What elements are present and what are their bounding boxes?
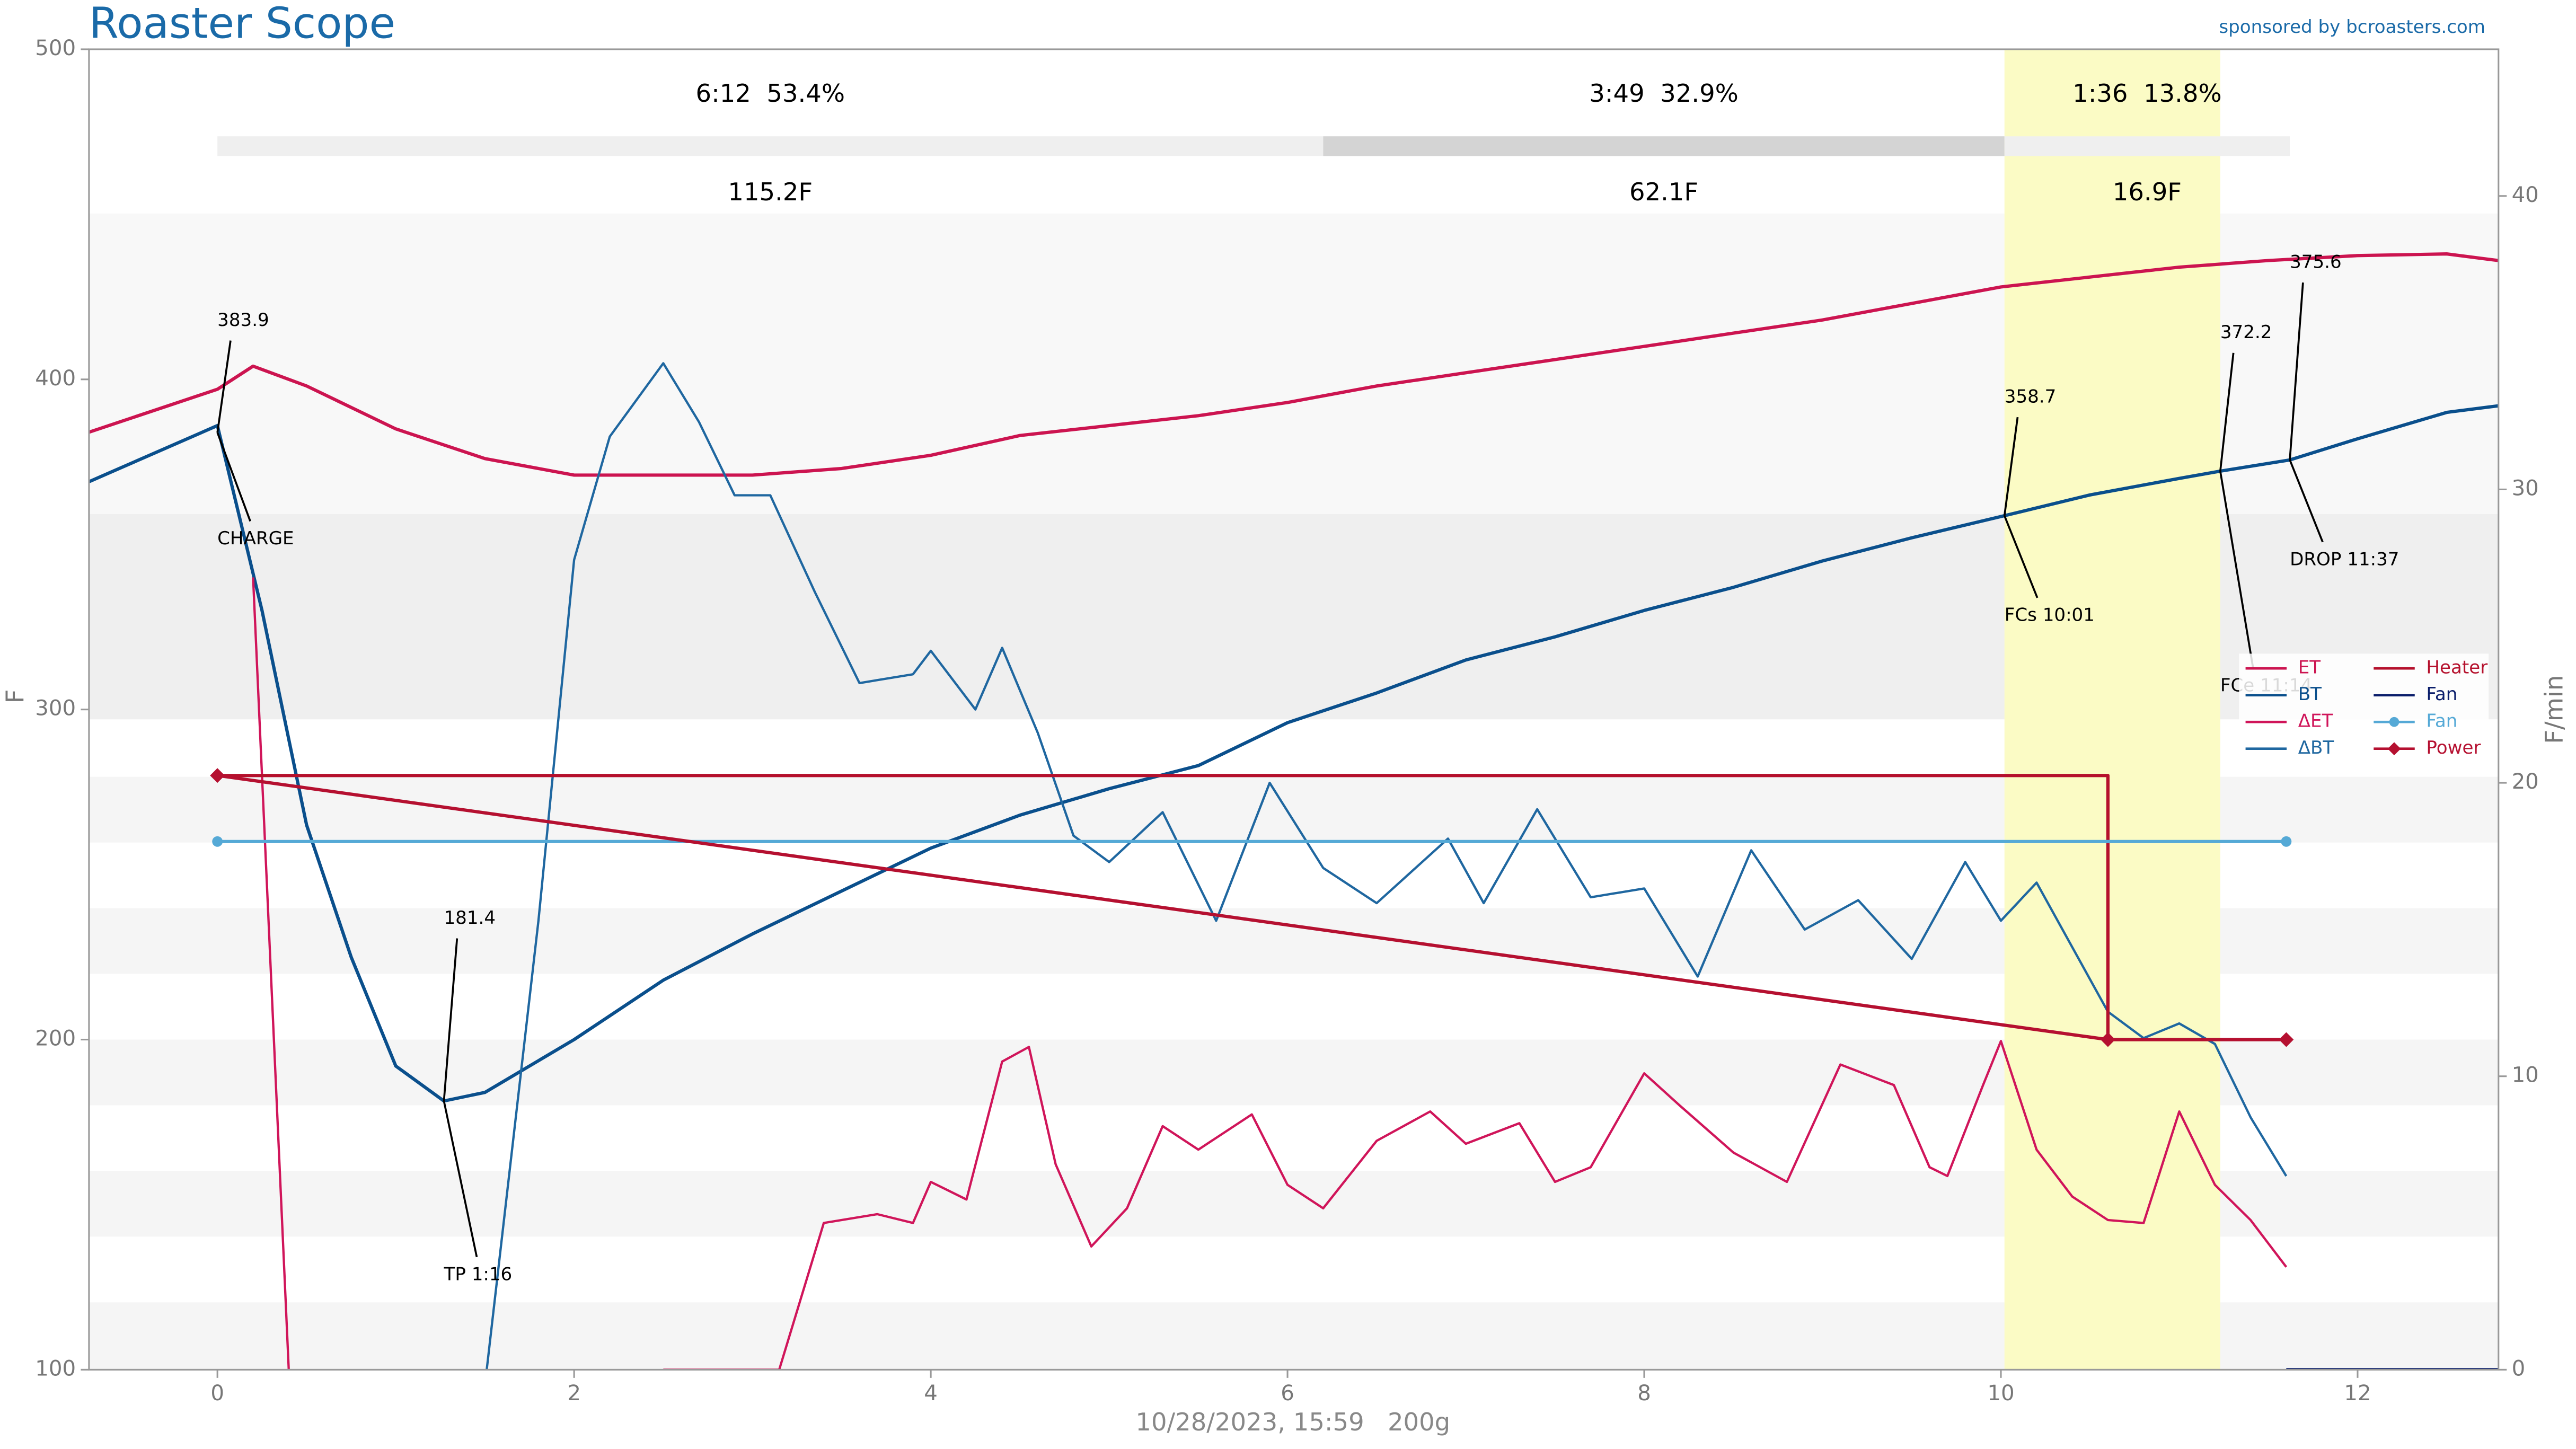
annotation-pointer: [2289, 282, 2304, 460]
series-line: [252, 577, 2288, 1370]
annotation-label: CHARGE: [217, 528, 294, 549]
legend-label: ΔBT: [2298, 737, 2334, 758]
x-tick-label: 2: [567, 1381, 581, 1406]
legend: ET BT ΔET ΔBT Heater Fan Fan Power: [2239, 653, 2489, 764]
footer: 10/28/2023, 15:59 200g: [1135, 1408, 1450, 1436]
series-layer: [89, 252, 2499, 1370]
series-line: [89, 404, 2499, 1103]
legend-marker: [2389, 717, 2399, 727]
phase-bar: [217, 136, 1324, 156]
y-tick-label: 400: [35, 366, 76, 391]
marker: [212, 836, 223, 847]
marker: [2100, 1032, 2115, 1047]
legend-label: ΔET: [2298, 711, 2333, 732]
legend-label: Fan: [2426, 684, 2457, 705]
phase-rise: 115.2F: [728, 178, 813, 206]
legend-label: BT: [2298, 684, 2322, 705]
annotation-pointer: [2289, 460, 2324, 543]
legend-label: Heater: [2426, 657, 2488, 678]
sponsor: sponsored by bcroasters.com: [2219, 16, 2485, 38]
marker: [2281, 836, 2292, 847]
phase-label: 6:12 53.4%: [696, 79, 845, 108]
y-axis-label: F: [1, 690, 29, 704]
phase-layer: [217, 49, 2290, 1370]
x-tick-label: 6: [1281, 1381, 1294, 1406]
annotation-pointer: [216, 340, 232, 433]
x-tick-label: 0: [210, 1381, 224, 1406]
plot-frame: [88, 48, 2500, 1371]
phase-rise: 16.9F: [2113, 178, 2182, 206]
annotation-value: 181.4: [444, 907, 496, 929]
annotation-pointer: [2003, 515, 2039, 598]
y2-tick-label: 30: [2512, 476, 2539, 500]
annotation-label: TP 1:16: [444, 1264, 513, 1285]
chart-title: Roaster Scope: [89, 0, 395, 48]
legend-label: Fan: [2426, 711, 2457, 732]
annotation-value: 358.7: [2005, 386, 2057, 407]
x-tick-label: 10: [1987, 1381, 2014, 1406]
phase-label: 3:49 32.9%: [1589, 79, 1739, 108]
annotation-pointer: [443, 1100, 478, 1258]
y2-tick-label: 10: [2512, 1063, 2539, 1088]
annotation-value: 383.9: [217, 310, 269, 331]
annotation-pointer: [2219, 352, 2235, 472]
axes: 0 2 4 6 8 10 12 100 200 300 400 500 0 10 20 30 40: [35, 36, 2539, 1406]
annotation-label: DROP 11:37: [2290, 549, 2399, 570]
y2-axis-label: F/min: [2540, 675, 2569, 744]
legend-marker: [2387, 742, 2401, 756]
annotation-value: 372.2: [2220, 322, 2272, 343]
y-tick-label: 100: [35, 1356, 76, 1381]
annotation-pointer: [443, 938, 458, 1101]
phase-bar: [1323, 136, 2005, 156]
y2-tick-label: 40: [2512, 183, 2539, 207]
annotation-pointer: [216, 432, 251, 522]
legend-label: ET: [2298, 657, 2321, 678]
x-tick-label: 4: [924, 1381, 938, 1406]
development-highlight: [2004, 49, 2220, 1370]
annotation-pointer: [2219, 471, 2254, 669]
series-line: [486, 362, 2288, 1370]
y2-tick-label: 0: [2512, 1356, 2526, 1381]
y-tick-label: 500: [35, 36, 76, 60]
legend-box: [2239, 653, 2489, 764]
x-tick-label: 8: [1637, 1381, 1651, 1406]
y-tick-label: 200: [35, 1027, 76, 1051]
legend-label: Power: [2426, 737, 2481, 758]
annotation-value: 375.6: [2290, 251, 2342, 272]
phase-rise: 62.1F: [1629, 178, 1698, 206]
y2-tick-label: 20: [2512, 770, 2539, 794]
annotation-layer: 6:12 53.4% 115.2F 3:49 32.9% 62.1F 1:36 13.8…: [216, 79, 2399, 1285]
annotation-pointer: [2003, 417, 2019, 516]
y-tick-label: 300: [35, 696, 76, 721]
marker: [210, 768, 225, 783]
series-line: [89, 252, 2499, 477]
phase-bar: [2004, 136, 2290, 156]
annotation-label: FCs 10:01: [2005, 605, 2095, 626]
phase-label: 1:36 13.8%: [2072, 79, 2222, 108]
x-tick-label: 12: [2344, 1381, 2371, 1406]
